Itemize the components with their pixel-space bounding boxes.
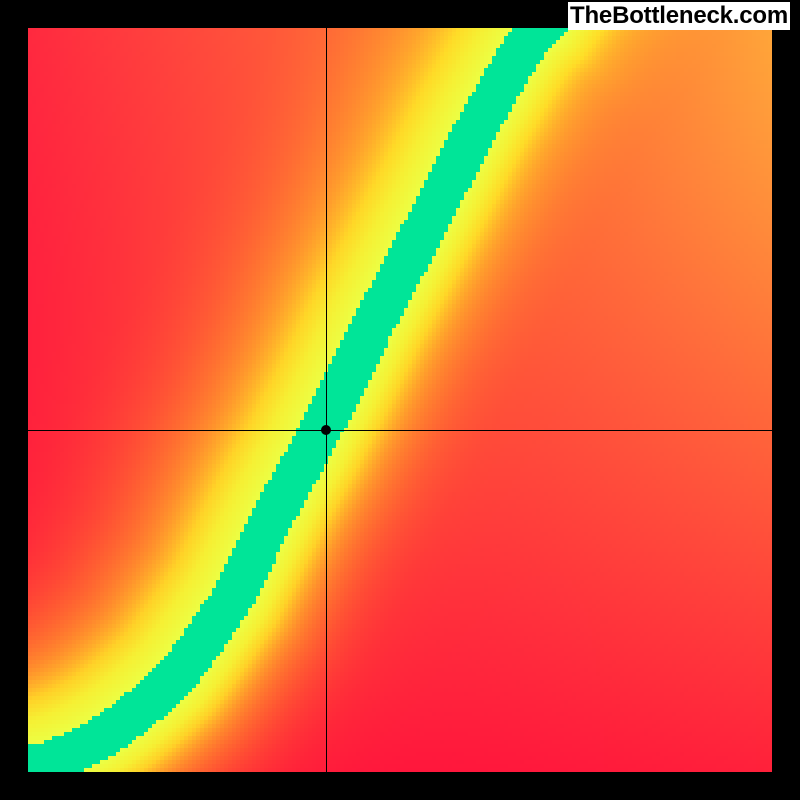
bottleneck-marker xyxy=(321,425,331,435)
image-frame: TheBottleneck.com xyxy=(0,0,800,800)
heatmap-canvas xyxy=(28,28,772,772)
crosshair-horizontal xyxy=(28,430,772,431)
watermark-text: TheBottleneck.com xyxy=(568,2,790,30)
crosshair-vertical xyxy=(326,28,327,772)
heatmap-plot xyxy=(28,28,772,772)
